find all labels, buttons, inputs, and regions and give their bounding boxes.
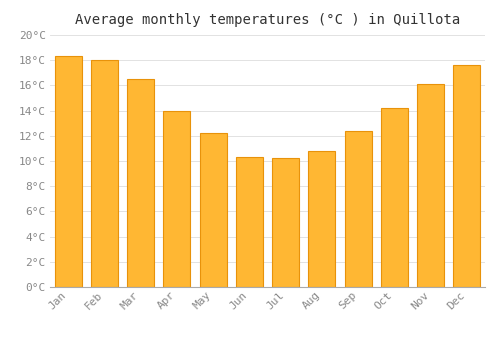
Bar (308, 151, 336, 287)
Bar (200, 133, 226, 287)
Bar (91, 60, 118, 287)
Bar (54, 56, 82, 287)
Bar (344, 131, 372, 287)
Title: Average monthly temperatures (°C ) in Quillota: Average monthly temperatures (°C ) in Qu… (75, 13, 460, 27)
Bar (272, 159, 299, 287)
Bar (236, 157, 263, 287)
Bar (381, 108, 408, 287)
Bar (417, 84, 444, 287)
Bar (127, 79, 154, 287)
Bar (164, 111, 190, 287)
Bar (454, 65, 480, 287)
